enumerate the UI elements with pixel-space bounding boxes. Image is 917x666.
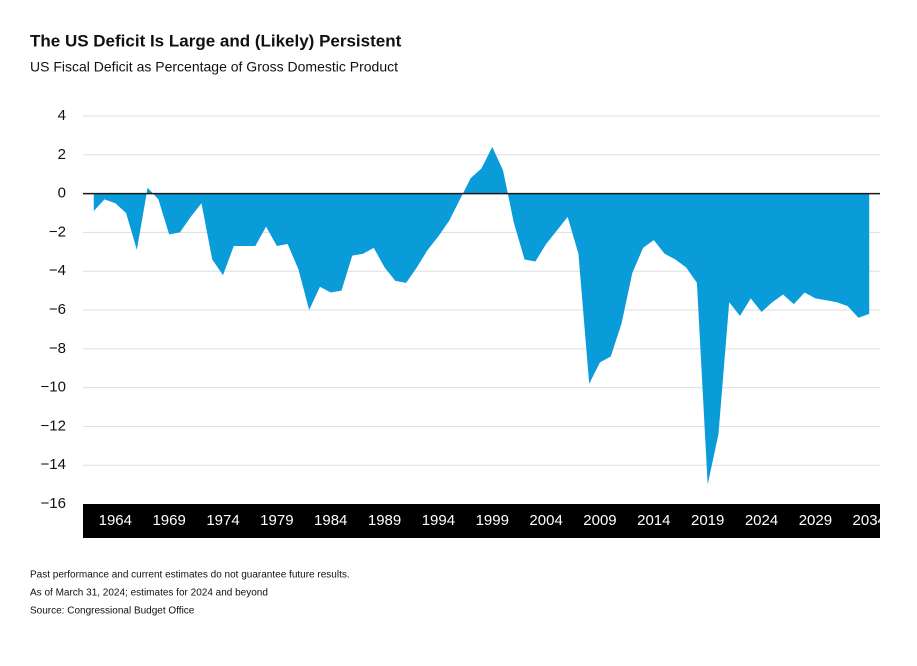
x-tick-label: 2004	[529, 512, 562, 529]
x-tick-label: 2019	[691, 512, 724, 529]
x-tick-label: 1964	[99, 512, 132, 529]
x-tick-label: 1979	[260, 512, 293, 529]
x-tick-label: 2009	[583, 512, 616, 529]
y-tick-label: −10	[41, 379, 66, 396]
y-tick-label: −14	[41, 456, 66, 473]
y-tick-label: 2	[58, 146, 66, 163]
y-tick-label: −6	[49, 301, 66, 318]
y-tick-label: 0	[58, 185, 66, 202]
chart-subtitle: US Fiscal Deficit as Percentage of Gross…	[30, 59, 398, 75]
y-tick-label: −16	[41, 495, 66, 512]
area	[93, 147, 870, 485]
x-tick-label: 2034	[853, 512, 886, 529]
x-tick-label: 1984	[314, 512, 347, 529]
x-tick-label: 2029	[799, 512, 832, 529]
x-tick-label: 1999	[476, 512, 509, 529]
y-tick-label: −4	[49, 262, 66, 279]
x-tick-label: 2024	[745, 512, 778, 529]
y-tick-label: −12	[41, 417, 66, 434]
footnote: As of March 31, 2024; estimates for 2024…	[30, 588, 268, 599]
x-tick-label: 2014	[637, 512, 670, 529]
x-tick-label: 1994	[422, 512, 455, 529]
y-tick-label: −8	[49, 340, 66, 357]
footnote: Past performance and current estimates d…	[30, 570, 350, 581]
y-tick-label: 4	[58, 107, 66, 124]
x-tick-label: 1974	[206, 512, 239, 529]
chart-title: The US Deficit Is Large and (Likely) Per…	[30, 31, 402, 50]
y-tick-label: −2	[49, 223, 66, 240]
x-axis-band	[83, 504, 880, 538]
x-tick-label: 1989	[368, 512, 401, 529]
footnote: Source: Congressional Budget Office	[30, 606, 195, 617]
x-tick-label: 1969	[152, 512, 185, 529]
